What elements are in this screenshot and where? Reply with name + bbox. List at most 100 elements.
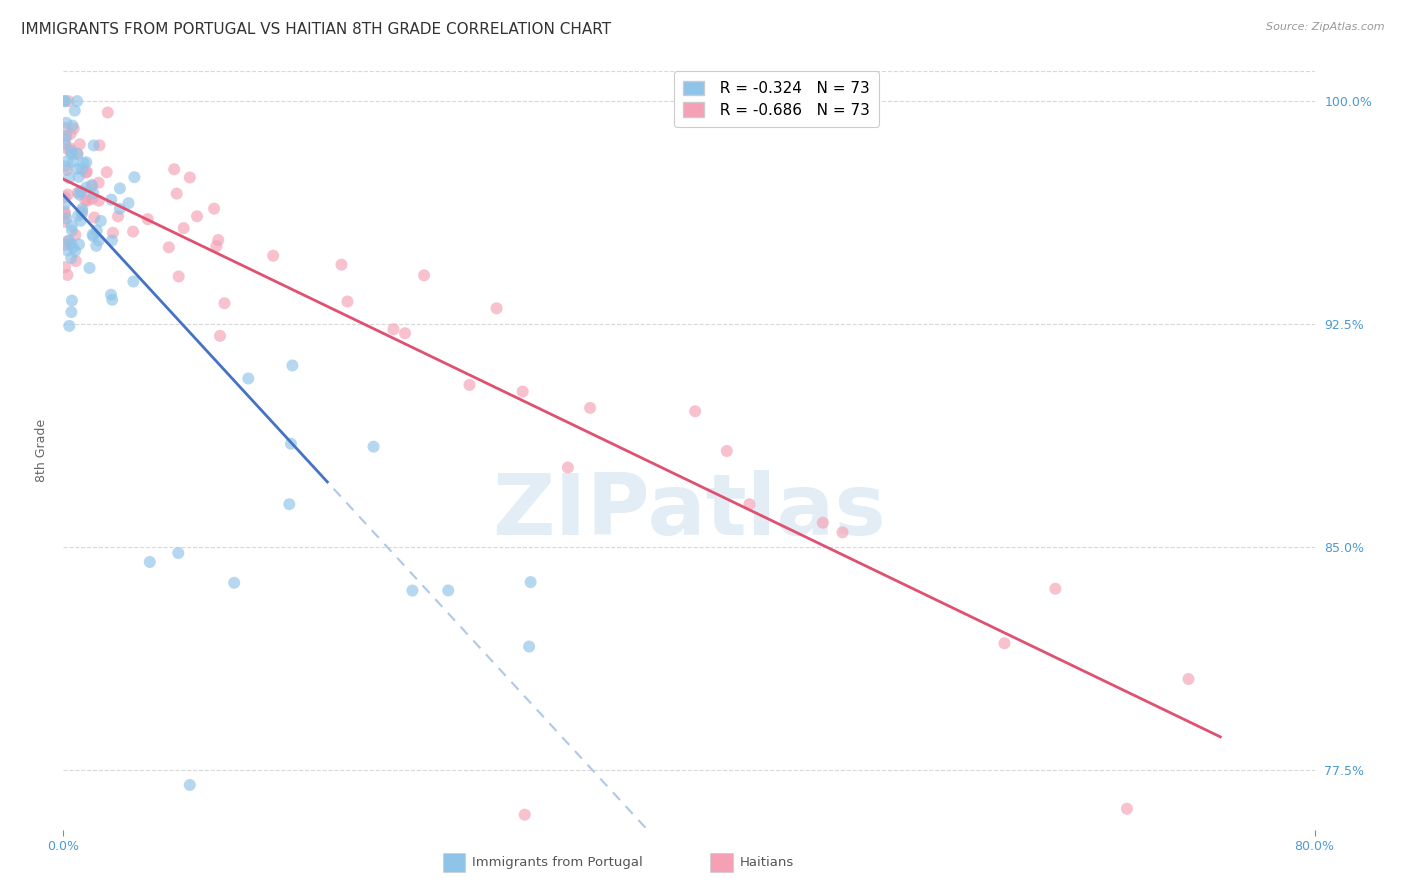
Point [281, 359, 304, 373]
Point [70, 162, 93, 177]
Point [100, 193, 122, 207]
Point [166, 186, 188, 201]
Point [82, 229, 104, 244]
Point [262, 249, 284, 263]
Point [58, 94, 80, 108]
Point [167, 546, 190, 560]
Point [56, 234, 79, 248]
Point [1177, 672, 1199, 686]
Point [811, 516, 834, 530]
Point [60, 251, 83, 265]
Point [62, 119, 84, 133]
Point [72, 156, 94, 170]
Point [63, 244, 86, 258]
Point [53, 204, 76, 219]
Point [66, 146, 89, 161]
Point [224, 575, 246, 590]
Point [280, 436, 302, 450]
Point [70, 206, 93, 220]
Point [84, 239, 107, 253]
Point [58, 234, 80, 248]
Point [831, 525, 853, 540]
Point [136, 212, 159, 227]
Point [394, 326, 416, 341]
Point [107, 210, 129, 224]
Point [80, 178, 103, 192]
Point [59, 141, 82, 155]
Point [87, 176, 110, 190]
Point [83, 211, 105, 225]
Point [97, 105, 120, 120]
Point [59, 236, 82, 251]
Point [101, 293, 124, 307]
Point [485, 301, 508, 316]
Point [70, 202, 93, 216]
Point [56, 142, 79, 156]
Text: IMMIGRANTS FROM PORTUGAL VS HAITIAN 8TH GRADE CORRELATION CHART: IMMIGRANTS FROM PORTUGAL VS HAITIAN 8TH … [21, 22, 612, 37]
Point [53, 190, 76, 204]
Point [55, 132, 77, 146]
Point [519, 575, 541, 590]
Point [65, 254, 87, 268]
Point [69, 214, 91, 228]
Point [86, 223, 108, 237]
Text: ZIPatlas: ZIPatlas [492, 469, 886, 553]
Point [60, 223, 83, 237]
Point [108, 181, 131, 195]
Point [1116, 802, 1139, 816]
Point [62, 240, 84, 254]
Point [63, 103, 86, 118]
Point [62, 154, 84, 169]
Point [278, 497, 301, 511]
Point [579, 401, 602, 415]
Y-axis label: 8th Grade: 8th Grade [35, 419, 48, 482]
Point [87, 194, 110, 208]
Point [173, 221, 195, 235]
Legend:   R = -0.324   N = 73,   R = -0.686   N = 73: R = -0.324 N = 73, R = -0.686 N = 73 [673, 71, 879, 127]
Point [437, 583, 460, 598]
Point [122, 225, 145, 239]
Point [70, 204, 93, 219]
Text: Source: ZipAtlas.com: Source: ZipAtlas.com [1267, 22, 1385, 32]
Point [186, 209, 208, 223]
Point [76, 164, 98, 178]
Point [382, 322, 405, 336]
Point [66, 186, 89, 200]
Point [76, 194, 98, 208]
Point [89, 138, 111, 153]
Point [336, 294, 359, 309]
Point [60, 219, 83, 233]
Point [330, 258, 353, 272]
Point [101, 234, 124, 248]
Point [69, 184, 91, 198]
Point [55, 128, 77, 143]
Point [179, 170, 201, 185]
Point [59, 144, 82, 158]
Point [67, 237, 90, 252]
Point [82, 186, 104, 201]
Point [56, 153, 79, 168]
Point [60, 147, 83, 161]
Point [202, 202, 225, 216]
Point [58, 318, 80, 333]
Point [108, 202, 131, 216]
Point [56, 187, 79, 202]
Point [163, 162, 186, 177]
Point [53, 215, 76, 229]
Point [139, 555, 162, 569]
Point [458, 377, 481, 392]
Point [716, 444, 738, 458]
Point [87, 233, 110, 247]
Point [124, 170, 146, 185]
Point [683, 404, 706, 418]
Point [117, 196, 139, 211]
Point [238, 371, 260, 385]
Point [79, 260, 101, 275]
Point [363, 440, 385, 454]
Text: Haitians: Haitians [740, 856, 794, 869]
Point [56, 268, 79, 282]
Point [80, 179, 103, 194]
Point [82, 192, 104, 206]
Point [101, 226, 124, 240]
Point [179, 778, 201, 792]
